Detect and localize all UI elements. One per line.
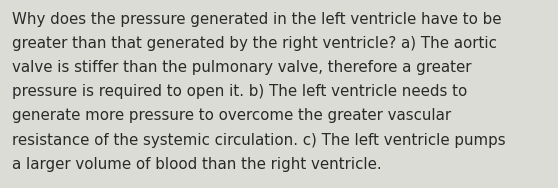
Text: greater than that generated by the right ventricle? a) The aortic: greater than that generated by the right… bbox=[12, 36, 497, 51]
Text: generate more pressure to overcome the greater vascular: generate more pressure to overcome the g… bbox=[12, 108, 451, 124]
Text: resistance of the systemic circulation. c) The left ventricle pumps: resistance of the systemic circulation. … bbox=[12, 133, 506, 148]
Text: valve is stiffer than the pulmonary valve, therefore a greater: valve is stiffer than the pulmonary valv… bbox=[12, 60, 472, 75]
Text: a larger volume of blood than the right ventricle.: a larger volume of blood than the right … bbox=[12, 157, 382, 172]
Text: Why does the pressure generated in the left ventricle have to be: Why does the pressure generated in the l… bbox=[12, 12, 502, 27]
Text: pressure is required to open it. b) The left ventricle needs to: pressure is required to open it. b) The … bbox=[12, 84, 468, 99]
